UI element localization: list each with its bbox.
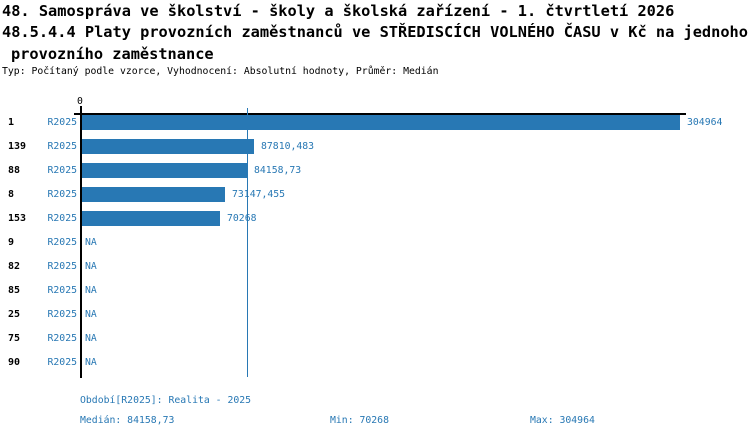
- row-series-label: R2025: [47, 309, 78, 320]
- bar: [82, 115, 680, 130]
- bar-value-label: 84158,73: [254, 165, 302, 176]
- row-series-label: R2025: [47, 189, 78, 200]
- bar: [82, 187, 225, 202]
- report-title-line1: 48. Samospráva ve školství - školy a ško…: [2, 2, 675, 20]
- bar: [82, 163, 247, 178]
- row-category-label: 153: [8, 213, 27, 224]
- bar-value-label: 304964: [687, 117, 723, 128]
- bar-value-label: 73147,455: [232, 189, 286, 200]
- bar-na-label: NA: [85, 309, 97, 320]
- row-series-label: R2025: [47, 237, 78, 248]
- footer-period-label: Období[R2025]: Realita - 2025: [80, 395, 252, 406]
- bar: [82, 211, 220, 226]
- footer-median-label: Medián: 84158,73: [80, 415, 175, 426]
- row-category-label: 9: [8, 237, 15, 248]
- row-series-label: R2025: [47, 213, 78, 224]
- median-reference-line: [247, 108, 248, 377]
- row-category-label: 75: [8, 333, 21, 344]
- footer-max-label: Max: 304964: [530, 415, 595, 426]
- bar-na-label: NA: [85, 333, 97, 344]
- bar-value-label: 70268: [227, 213, 257, 224]
- bar-na-label: NA: [85, 261, 97, 272]
- row-series-label: R2025: [47, 165, 78, 176]
- row-category-label: 8: [8, 189, 15, 200]
- row-category-label: 1: [8, 117, 15, 128]
- row-series-label: R2025: [47, 117, 78, 128]
- row-series-label: R2025: [47, 333, 78, 344]
- row-series-label: R2025: [47, 285, 78, 296]
- row-series-label: R2025: [47, 141, 78, 152]
- row-category-label: 88: [8, 165, 21, 176]
- report-title-line3: provozního zaměstnance: [11, 45, 214, 63]
- row-series-label: R2025: [47, 357, 78, 368]
- y-axis-line: [80, 106, 82, 378]
- bar-na-label: NA: [85, 357, 97, 368]
- footer-min-label: Min: 70268: [330, 415, 389, 426]
- row-category-label: 139: [8, 141, 27, 152]
- report-title-line2: 48.5.4.4 Platy provozních zaměstnanců ve…: [2, 23, 748, 41]
- bar: [82, 139, 254, 154]
- row-category-label: 85: [8, 285, 21, 296]
- row-category-label: 82: [8, 261, 21, 272]
- row-series-label: R2025: [47, 261, 78, 272]
- row-category-label: 25: [8, 309, 21, 320]
- bar-na-label: NA: [85, 285, 97, 296]
- bar-value-label: 87810,483: [261, 141, 315, 152]
- x-axis-zero-tick-label: 0: [77, 96, 83, 107]
- bar-na-label: NA: [85, 237, 97, 248]
- report-meta-line: Typ: Počítaný podle vzorce, Vyhodnocení:…: [2, 66, 439, 77]
- x-axis-line: [74, 113, 686, 115]
- row-category-label: 90: [8, 357, 21, 368]
